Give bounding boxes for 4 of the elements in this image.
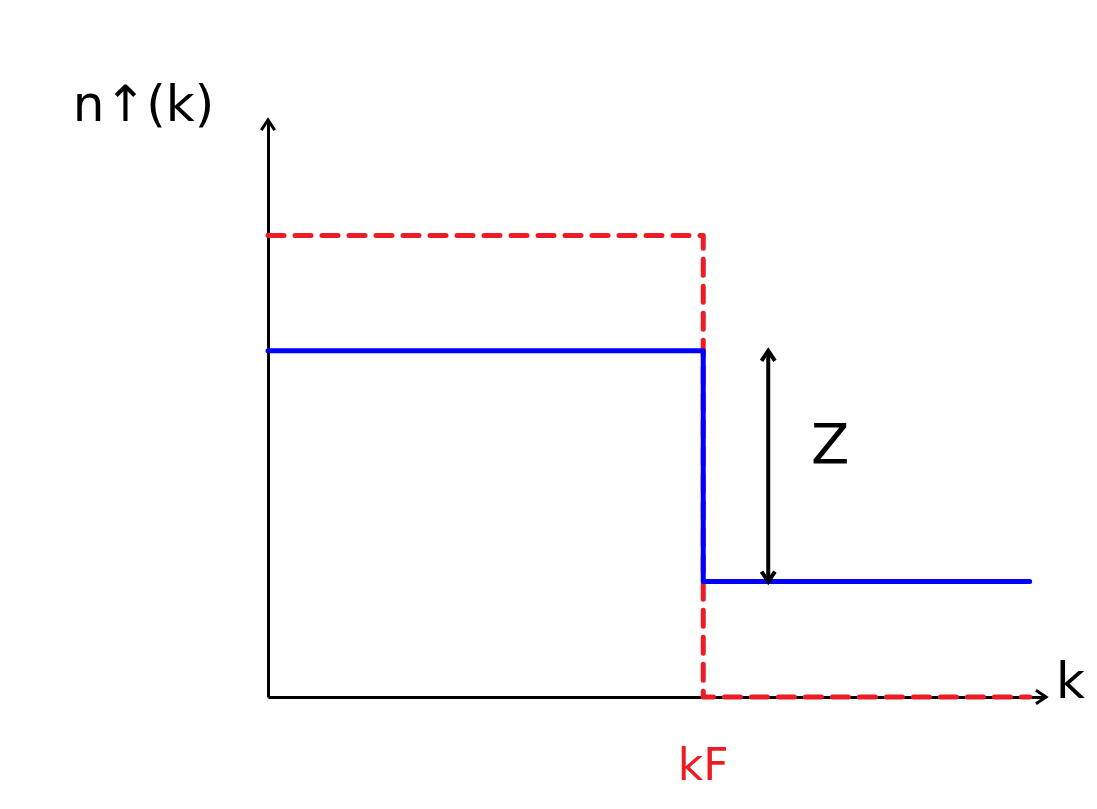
annotation: Z	[811, 411, 850, 477]
x-axis-title: k	[1056, 651, 1086, 710]
text: kF	[677, 739, 729, 790]
y-axis-title: n↑(k)	[72, 74, 215, 133]
